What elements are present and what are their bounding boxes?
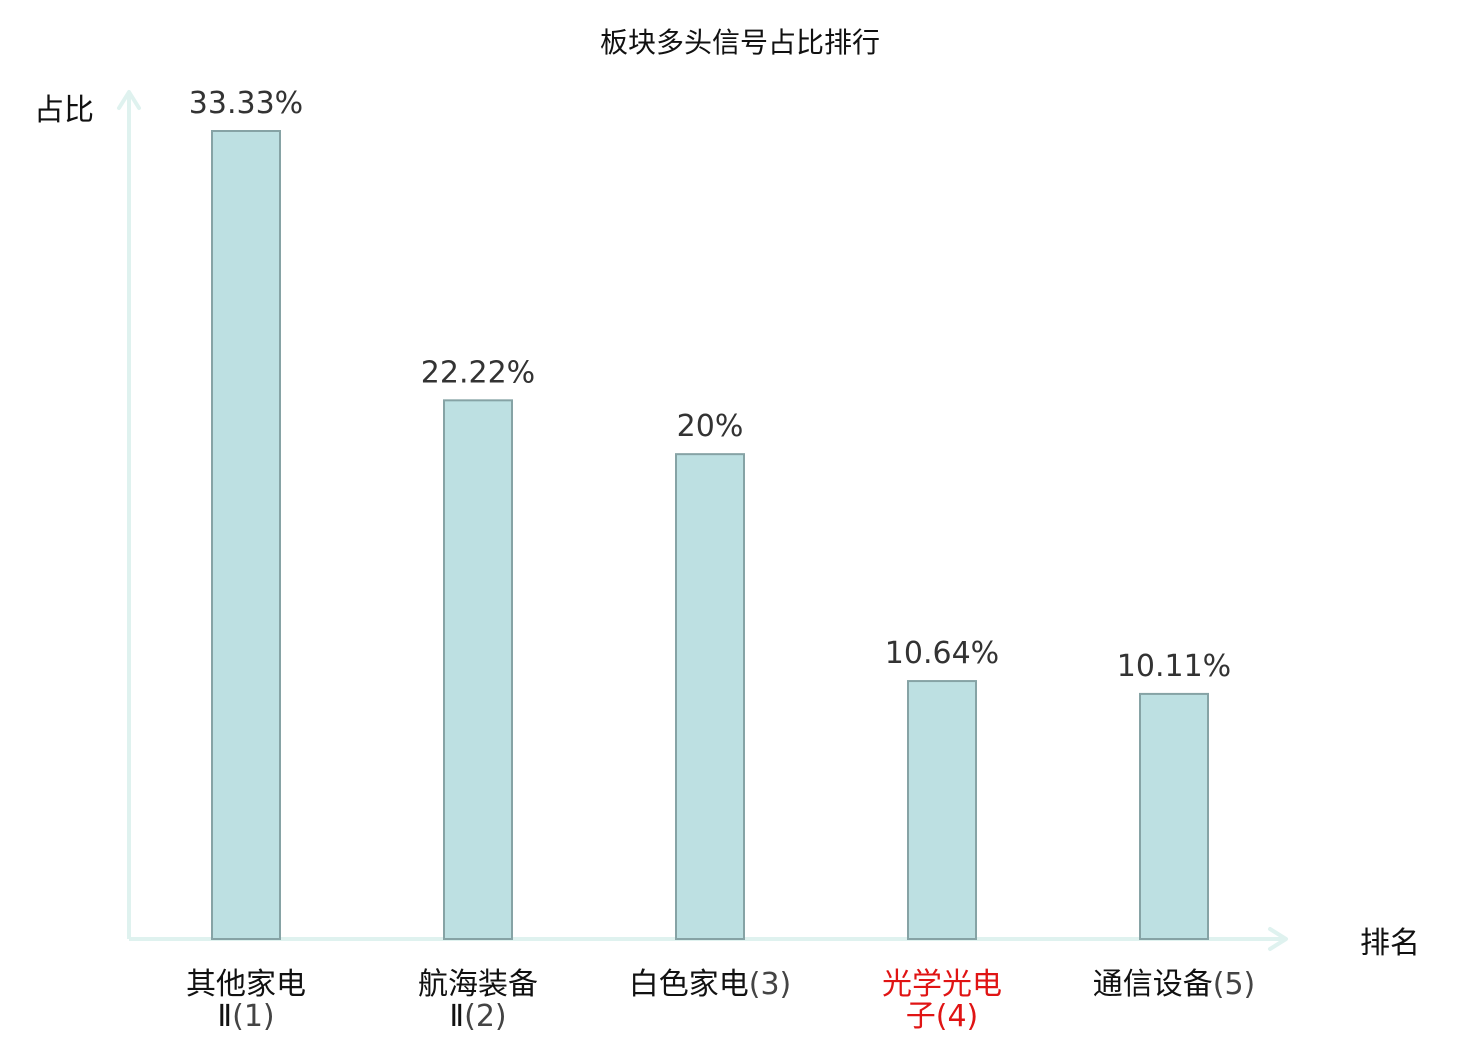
x-axis-arrow — [1268, 927, 1288, 951]
value-label: 20% — [677, 409, 744, 444]
category-rank: (2) — [464, 999, 507, 1034]
bar — [907, 680, 977, 940]
chart-title: 板块多头信号占比排行 — [600, 26, 880, 59]
category-label: 通信设备(5) — [1093, 967, 1256, 1002]
y-axis-arrow — [117, 90, 141, 110]
x-axis-label: 排名 — [1360, 926, 1420, 961]
value-label: 22.22% — [421, 355, 535, 390]
category-label-line: 白色家电(3) — [629, 967, 792, 1002]
bar — [443, 399, 513, 941]
category-rank: (4) — [936, 999, 979, 1034]
bar — [675, 453, 745, 940]
category-label-line: Ⅱ(2) — [449, 999, 506, 1034]
category-label-line: 光学光电 — [882, 967, 1002, 1002]
bar — [1139, 692, 1209, 941]
category-label: 光学光电子(4) — [882, 967, 1002, 1034]
category-label: 航海装备 Ⅱ(2) — [418, 967, 538, 1034]
bar — [211, 130, 281, 940]
category-label-line: Ⅱ(1) — [217, 999, 274, 1034]
category-rank: (5) — [1213, 967, 1256, 1002]
category-label-line: 航海装备 — [418, 967, 538, 1002]
value-label: 10.64% — [885, 636, 999, 671]
category-rank: (1) — [232, 999, 275, 1034]
bar-series: 33.33% 其他家电 Ⅱ(1) 22.22% 航海装备 Ⅱ(2) 20% 白色家电(3) 10… — [186, 86, 1255, 1034]
value-label: 33.33% — [189, 86, 303, 121]
category-label-line: 子(4) — [906, 999, 979, 1034]
category-label-line: 其他家电 — [186, 967, 306, 1002]
category-label-line: 通信设备(5) — [1093, 967, 1256, 1002]
value-label: 10.11% — [1117, 649, 1231, 684]
category-label: 白色家电(3) — [629, 967, 792, 1002]
y-axis-label: 占比 — [34, 93, 94, 128]
category-label: 其他家电 Ⅱ(1) — [186, 967, 306, 1034]
category-rank: (3) — [749, 967, 792, 1002]
